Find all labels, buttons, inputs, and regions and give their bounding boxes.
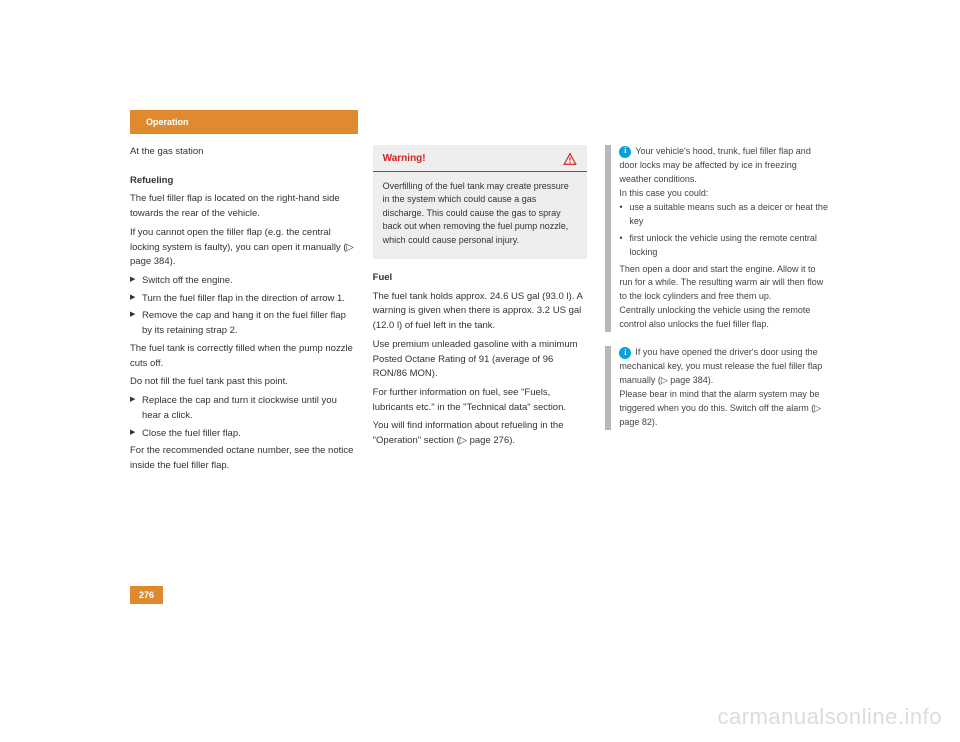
note-text: If you have opened the driver's door usi… [619, 347, 822, 385]
note-text: Please bear in mind that the alarm syste… [619, 388, 830, 430]
note-text: Then open a door and start the engine. A… [619, 263, 830, 305]
bullet-item: use a suitable means such as a deicer or… [619, 201, 830, 229]
warning-body: Overfilling of the fuel tank may create … [373, 172, 588, 260]
column-3: iYour vehicle's hood, trunk, fuel filler… [605, 145, 830, 478]
page-number: 276 [139, 590, 154, 600]
note-content: iYour vehicle's hood, trunk, fuel filler… [619, 145, 830, 332]
subsection-label: At the gas station [130, 145, 355, 160]
heading-fuel: Fuel [373, 271, 588, 286]
section-title: Operation [146, 117, 189, 127]
bullet-list: use a suitable means such as a deicer or… [619, 201, 830, 260]
step: Close the fuel filler flap. [130, 427, 355, 442]
watermark: carmanualsonline.info [717, 704, 942, 730]
note-content: iIf you have opened the driver's door us… [619, 346, 830, 430]
section-tab: Operation [130, 110, 358, 134]
body-text: The fuel filler flap is located on the r… [130, 192, 355, 221]
warning-title: Warning! [383, 151, 426, 167]
page-number-tab: 276 [130, 586, 163, 604]
info-note: iYour vehicle's hood, trunk, fuel filler… [605, 145, 830, 332]
warning-header: Warning! [373, 145, 588, 171]
info-icon: i [619, 347, 631, 359]
content-columns: At the gas station Refueling The fuel fi… [130, 145, 830, 478]
warning-triangle-icon [563, 152, 577, 166]
body-text: For the recommended octane number, see t… [130, 444, 355, 473]
note-text: Centrally unlocking the vehicle using th… [619, 304, 830, 332]
heading-refueling: Refueling [130, 174, 355, 189]
step: Switch off the engine. [130, 274, 355, 289]
warning-box: Warning! Overfilling of the fuel tank ma… [373, 145, 588, 259]
body-text: The fuel tank is correctly filled when t… [130, 342, 355, 371]
manual-page: Operation At the gas station Refueling T… [0, 0, 960, 742]
step: Replace the cap and turn it clockwise un… [130, 394, 355, 423]
step-list: Switch off the engine. Turn the fuel fil… [130, 274, 355, 339]
step-list: Replace the cap and turn it clockwise un… [130, 394, 355, 441]
step: Remove the cap and hang it on the fuel f… [130, 309, 355, 338]
body-text: If you cannot open the filler flap (e.g.… [130, 226, 355, 270]
note-bar [605, 145, 611, 332]
bullet-item: first unlock the vehicle using the remot… [619, 232, 830, 260]
note-bar [605, 346, 611, 430]
note-text: Your vehicle's hood, trunk, fuel filler … [619, 146, 811, 184]
info-note: iIf you have opened the driver's door us… [605, 346, 830, 430]
info-icon: i [619, 146, 631, 158]
body-text: For further information on fuel, see "Fu… [373, 386, 588, 415]
body-text: Use premium unleaded gasoline with a min… [373, 338, 588, 382]
note-text: In this case you could: [619, 187, 830, 201]
column-2: Warning! Overfilling of the fuel tank ma… [373, 145, 588, 478]
body-text: You will find information about refuelin… [373, 419, 588, 448]
step: Turn the fuel filler flap in the directi… [130, 292, 355, 307]
body-text: The fuel tank holds approx. 24.6 US gal … [373, 290, 588, 334]
column-1: At the gas station Refueling The fuel fi… [130, 145, 355, 478]
body-text: Do not fill the fuel tank past this poin… [130, 375, 355, 390]
